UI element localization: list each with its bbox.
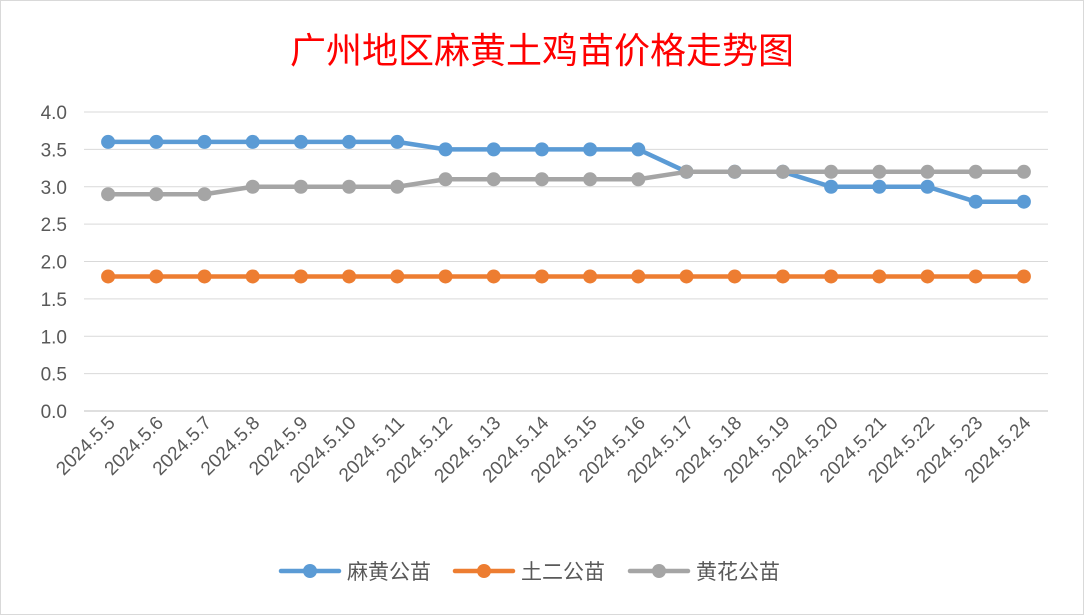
data-point	[920, 164, 935, 179]
data-point	[486, 269, 501, 284]
legend-item: 土二公苗	[452, 560, 605, 584]
data-point	[583, 172, 598, 187]
data-point	[679, 269, 694, 284]
legend-label: 黄花公苗	[696, 560, 780, 584]
y-tick-label: 0.5	[41, 365, 67, 386]
series-line	[105, 139, 1027, 204]
data-point	[920, 269, 935, 284]
y-tick-label: 1.0	[41, 327, 67, 348]
data-point	[293, 134, 308, 149]
legend-marker	[477, 564, 491, 578]
data-point	[438, 269, 453, 284]
data-point	[342, 179, 357, 194]
data-point	[197, 269, 212, 284]
data-point	[293, 179, 308, 194]
legend-marker	[303, 564, 317, 578]
data-point	[245, 179, 260, 194]
data-point	[1016, 164, 1031, 179]
data-point	[824, 164, 839, 179]
series	[101, 269, 1031, 284]
data-point	[631, 172, 646, 187]
y-tick-label: 1.5	[41, 290, 67, 311]
data-point	[583, 269, 598, 284]
data-point	[245, 269, 260, 284]
y-tick-label: 0.0	[41, 402, 67, 423]
legend-label: 土二公苗	[521, 560, 605, 584]
data-point	[101, 269, 116, 284]
data-point	[775, 269, 790, 284]
data-point	[534, 142, 549, 157]
data-point	[968, 269, 983, 284]
data-point	[631, 269, 646, 284]
data-point	[1016, 194, 1031, 209]
series-line	[105, 169, 1027, 197]
y-tick-label: 3.0	[41, 178, 67, 199]
data-point	[293, 269, 308, 284]
data-point	[486, 172, 501, 187]
data-point	[245, 134, 260, 149]
data-point	[872, 164, 887, 179]
data-point	[727, 164, 742, 179]
chart-title: 广州地区麻黄土鸡苗价格走势图	[290, 31, 794, 72]
data-point	[775, 164, 790, 179]
data-point	[197, 134, 212, 149]
grid-lines	[84, 111, 1048, 412]
y-tick-label: 2.5	[41, 215, 67, 236]
data-point	[968, 194, 983, 209]
data-point	[149, 134, 164, 149]
data-point	[534, 269, 549, 284]
data-point	[197, 187, 212, 202]
data-point	[534, 172, 549, 187]
data-point	[920, 179, 935, 194]
legend: 麻黄公苗 土二公苗 黄花公苗	[278, 560, 780, 584]
legend-marker	[652, 564, 666, 578]
x-axis-ticks: 2024.5.52024.5.62024.5.72024.5.82024.5.9…	[52, 412, 1035, 487]
data-point	[968, 164, 983, 179]
data-point	[679, 164, 694, 179]
data-point	[342, 134, 357, 149]
data-point	[631, 142, 646, 157]
data-point	[872, 179, 887, 194]
data-point	[1016, 269, 1031, 284]
legend-label: 麻黄公苗	[347, 560, 431, 584]
data-point	[727, 269, 742, 284]
legend-item: 麻黄公苗	[278, 560, 431, 584]
data-point	[101, 134, 116, 149]
series-lines	[101, 134, 1031, 284]
y-tick-label: 2.0	[41, 253, 67, 274]
data-point	[149, 269, 164, 284]
data-point	[872, 269, 887, 284]
data-point	[149, 187, 164, 202]
data-point	[342, 269, 357, 284]
series	[101, 164, 1031, 202]
data-point	[824, 179, 839, 194]
data-point	[824, 269, 839, 284]
data-point	[390, 269, 405, 284]
data-point	[583, 142, 598, 157]
legend-item: 黄花公苗	[627, 560, 780, 584]
y-axis-ticks: 0.0 0.5 1.0 1.5 2.0 2.5 3.0 3.5 4.0	[41, 103, 67, 423]
data-point	[438, 142, 453, 157]
data-point	[486, 142, 501, 157]
y-tick-label: 3.5	[41, 140, 67, 161]
data-point	[390, 179, 405, 194]
data-point	[390, 134, 405, 149]
data-point	[438, 172, 453, 187]
y-tick-label: 4.0	[41, 103, 67, 124]
data-point	[101, 187, 116, 202]
